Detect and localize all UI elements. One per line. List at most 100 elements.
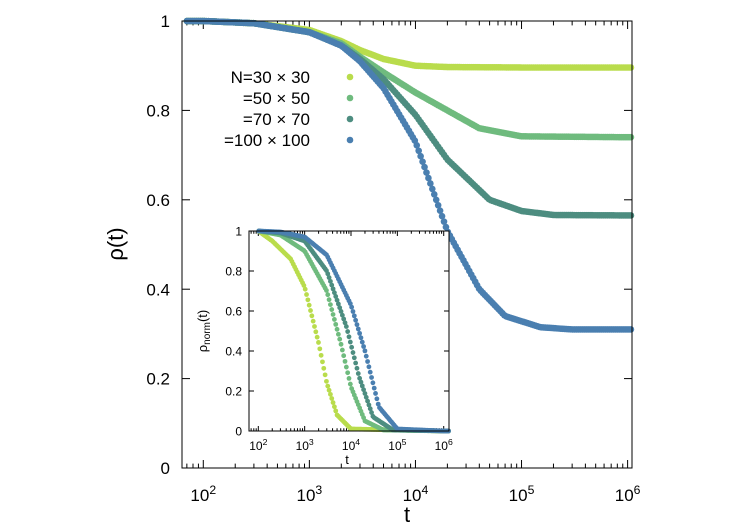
inset-data-point xyxy=(358,379,364,385)
inset-data-point xyxy=(339,312,345,318)
inset-data-point xyxy=(350,350,356,355)
inset-y-tick-label: 0.8 xyxy=(225,264,242,278)
main-y-tick-label: 0 xyxy=(161,459,170,478)
legend-marker xyxy=(346,136,354,144)
inset-data-point xyxy=(346,376,352,381)
main-y-tick-label: 0.2 xyxy=(146,370,170,389)
inset-data-point xyxy=(318,352,324,358)
main-y-tick-label: 0.6 xyxy=(146,191,170,210)
inset-data-point xyxy=(337,305,343,311)
inset-data-point xyxy=(305,297,311,303)
main-series-2 xyxy=(183,17,635,219)
inset-data-point xyxy=(329,396,335,401)
inset-data-point xyxy=(346,334,352,340)
inset-y-axis-title: ρnorm(t) xyxy=(195,310,213,352)
inset-data-point xyxy=(366,402,372,408)
inset-data-point xyxy=(332,317,337,322)
inset-data-point xyxy=(347,339,353,345)
inset-data-point xyxy=(326,387,332,393)
inset-data-point xyxy=(363,394,369,400)
main-data-point xyxy=(423,169,430,176)
main-data-point xyxy=(432,196,440,204)
inset-data-point xyxy=(351,355,357,361)
inset-data-point xyxy=(359,339,365,345)
main-chart: 0 0.2 0.4 0.6 0.8 1 102 103 104 105 106 t ρ(t) N=30 ×… xyxy=(103,12,641,525)
inset-y-tick-label: 0 xyxy=(235,424,242,438)
main-data-point xyxy=(627,64,635,71)
inset-data-point xyxy=(353,360,359,366)
inset-data-point xyxy=(329,282,335,288)
inset-data-point xyxy=(371,385,377,391)
inset-data-point xyxy=(369,410,374,415)
inset-data-point xyxy=(335,301,341,307)
main-data-point xyxy=(440,218,448,225)
main-x-axis-title: t xyxy=(404,502,410,525)
main-data-point xyxy=(421,163,428,171)
inset-data-point xyxy=(306,302,312,308)
inset-data-point xyxy=(338,341,344,347)
inset-data-point xyxy=(373,391,378,396)
inset-data-point xyxy=(354,365,360,371)
inset-data-point xyxy=(351,313,357,319)
main-data-point xyxy=(429,185,436,193)
inset-data-point xyxy=(369,375,374,380)
inset-data-point xyxy=(374,396,380,402)
inset-data-point xyxy=(332,404,337,410)
main-data-point xyxy=(627,133,635,141)
inset-data-point xyxy=(375,401,381,407)
main-x-tick-label: 104 xyxy=(403,483,429,505)
inset-data-point xyxy=(334,297,340,303)
inset-data-point xyxy=(345,329,351,334)
inset-data-point xyxy=(334,326,340,332)
inset-data-point xyxy=(310,318,316,324)
inset-data-point xyxy=(341,353,347,359)
inset-plot-frame xyxy=(248,230,450,432)
inset-data-point xyxy=(329,307,335,312)
inset-data-point xyxy=(333,408,339,414)
inset-data-point xyxy=(357,375,363,381)
inset-data-point xyxy=(361,387,366,393)
main-data-point xyxy=(438,212,446,220)
inset-data-point xyxy=(343,364,349,370)
inset-data-point xyxy=(349,304,355,310)
inset-x-tick-label: 106 xyxy=(435,437,453,453)
inset-y-tick-label: 0.6 xyxy=(225,304,242,318)
inset-data-point xyxy=(370,380,376,386)
inset-x-tick-label: 102 xyxy=(249,437,267,453)
main-data-point xyxy=(442,223,450,231)
inset-data-point xyxy=(308,308,313,313)
main-y-tick-label: 0.8 xyxy=(146,102,170,121)
inset-data-point xyxy=(355,326,361,332)
inset-data-point xyxy=(313,329,319,335)
inset-data-point xyxy=(317,346,323,352)
main-x-tick-label: 105 xyxy=(509,483,535,505)
main-data-point xyxy=(434,201,442,209)
inset-data-point xyxy=(359,383,365,389)
inset-data-point xyxy=(328,302,333,307)
inset-data-point xyxy=(342,320,348,326)
inset-data-point xyxy=(362,391,368,396)
inset-x-tick-label: 104 xyxy=(342,437,360,453)
main-series-3 xyxy=(183,17,635,333)
inset-data-point xyxy=(349,344,355,350)
inset-data-point xyxy=(328,278,333,284)
inset-data-point xyxy=(309,313,315,319)
main-x-tick-label: 106 xyxy=(615,483,641,505)
inset-data-point xyxy=(325,383,331,389)
main-data-point xyxy=(427,180,434,187)
inset-x-tick-label: 103 xyxy=(296,437,314,453)
inset-data-point xyxy=(341,316,347,322)
main-y-tick-label: 1 xyxy=(161,12,170,31)
inset-data-point xyxy=(325,292,331,298)
inset-data-point xyxy=(326,297,332,303)
inset-data-point xyxy=(367,369,373,375)
inset-data-point xyxy=(330,286,336,292)
legend-label: N=30 × 30 xyxy=(231,68,310,87)
inset-y-tick-label: 0.2 xyxy=(225,384,242,398)
main-data-point xyxy=(430,191,438,198)
legend: N=30 × 30 =50 × 50 =70 × 70 =100 × 100 xyxy=(224,68,354,150)
inset-data-point xyxy=(333,294,339,299)
main-plot-frame xyxy=(181,20,633,469)
inset-series-3 xyxy=(256,228,451,434)
inset-data-point xyxy=(355,371,361,376)
